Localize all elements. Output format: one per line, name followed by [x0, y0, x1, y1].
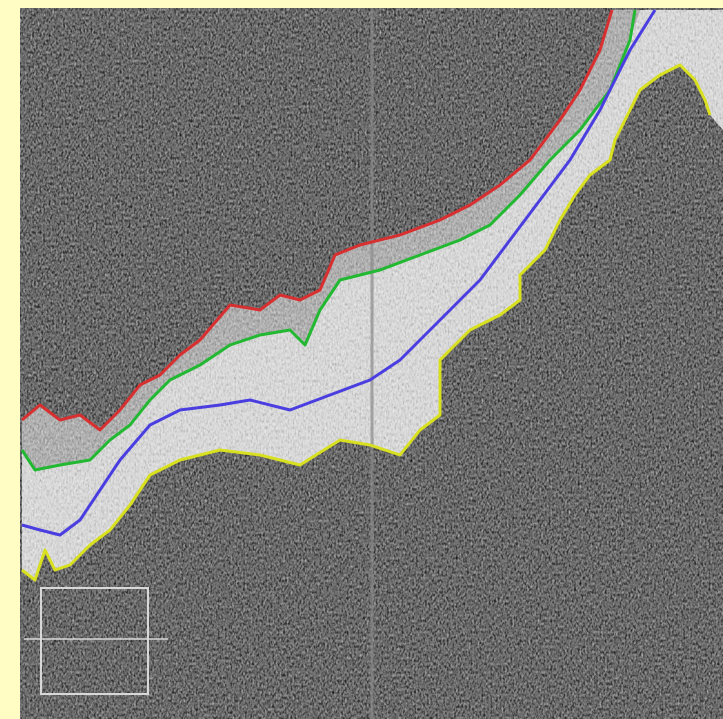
page-body: (() => { const data = JSON.parse(documen…: [0, 0, 723, 719]
page: Scan {} html, body { margin: 0; padding:…: [0, 0, 723, 719]
scan-view: [0, 0, 723, 719]
